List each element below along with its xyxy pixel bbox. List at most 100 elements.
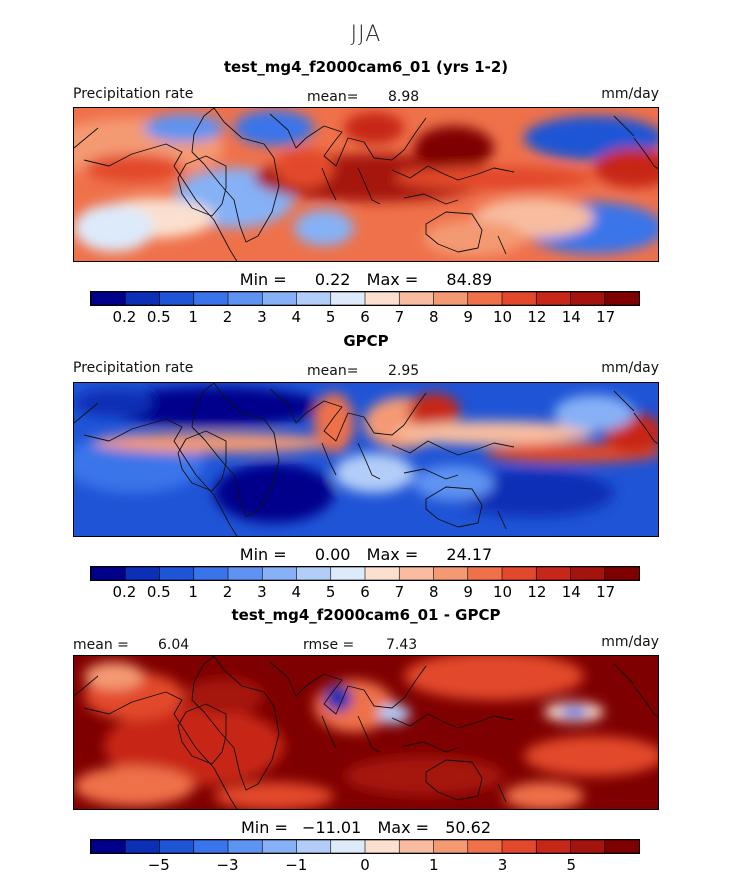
- panel-2-max-label: Max =: [366, 545, 419, 564]
- colorbar-tick-label: 5: [566, 856, 577, 874]
- colorbar-box: [261, 840, 298, 853]
- panel-3-min-max: Min = −11.01 Max = 50.62: [0, 818, 732, 837]
- colorbar-box: [159, 292, 195, 305]
- colorbar-box: [364, 840, 401, 853]
- colorbar-box: [535, 567, 572, 580]
- panel-2-min-max: Min = 0.00 Max = 24.17: [0, 545, 732, 564]
- colorbar-tick-label: 8: [428, 583, 439, 601]
- field-region: [314, 393, 354, 453]
- colorbar-box: [604, 567, 639, 580]
- field-region: [184, 678, 264, 714]
- precip-field: [74, 656, 658, 809]
- colorbar-tick-label: 12: [527, 583, 547, 601]
- colorbar-box: [467, 567, 503, 580]
- colorbar-tick-label: 6: [360, 583, 370, 601]
- panel-2-min-value: 0.00: [314, 545, 351, 564]
- panel-2-colorbar: [90, 566, 640, 581]
- panel-1-title: test_mg4_f2000cam6_01 (yrs 1-2): [223, 58, 509, 76]
- colorbar-box: [501, 567, 538, 580]
- panel-1-min-value: 0.22: [314, 270, 351, 289]
- panel-1-map: [73, 107, 659, 262]
- coastline: [497, 235, 507, 255]
- panel-1-colorbar: [90, 291, 640, 306]
- coastlines: [74, 656, 658, 809]
- coastline: [191, 108, 280, 243]
- panel-3-map: [73, 655, 659, 810]
- coastline: [83, 691, 238, 809]
- colorbar-box: [364, 292, 401, 305]
- coastline: [321, 715, 337, 749]
- field-region: [74, 204, 154, 252]
- field-region: [414, 126, 494, 170]
- field-region: [144, 114, 224, 142]
- field-region: [234, 110, 314, 146]
- season-title: JJA: [350, 22, 382, 47]
- colorbar-tick-label: 5: [325, 583, 336, 601]
- panel-3-colorbar: [90, 839, 640, 854]
- panel-2-variable-label: Precipitation rate: [73, 360, 194, 376]
- panel-3-mean-value: 6.04: [158, 637, 190, 653]
- colorbar-tick-label: 1: [428, 856, 439, 874]
- coastline: [425, 486, 483, 528]
- colorbar-tick-label: 12: [527, 308, 547, 326]
- panel-1-min-label: Min =: [239, 270, 287, 289]
- panel-2-units: mm/day: [601, 360, 659, 376]
- colorbar-tick-label: 0.5: [146, 308, 171, 326]
- colorbar-box: [227, 840, 264, 853]
- colorbar-tick-label: 8: [428, 308, 439, 326]
- coastlines: [74, 108, 658, 261]
- colorbar-box: [501, 840, 538, 853]
- coastline: [633, 412, 658, 445]
- panel-3-rmse-label: rmse =: [303, 637, 355, 653]
- coastline: [425, 211, 483, 253]
- panel-3-title: test_mg4_f2000cam6_01 - GPCP: [231, 606, 501, 624]
- panel-3-max-label: Max =: [377, 818, 430, 837]
- coastline: [191, 383, 280, 518]
- field-region: [324, 684, 352, 712]
- coastline: [357, 167, 381, 205]
- panel-1-max-value: 84.89: [446, 270, 493, 289]
- colorbar-tick-label: 9: [463, 308, 473, 326]
- coastline: [391, 713, 515, 729]
- colorbar-box: [91, 840, 127, 853]
- colorbar-tick-label: 5: [325, 308, 336, 326]
- panel-1-mean-label: mean=: [307, 89, 359, 105]
- panel-1-variable-label: Precipitation rate: [73, 86, 194, 102]
- colorbar-box: [330, 840, 366, 853]
- coastline: [633, 137, 658, 170]
- coastline: [177, 703, 227, 765]
- colorbar-box: [604, 292, 639, 305]
- coastline: [191, 656, 280, 791]
- panel-3-mean-label: mean =: [73, 637, 129, 653]
- coastline: [269, 661, 427, 715]
- colorbar-tick-label: −1: [285, 856, 308, 874]
- colorbar-box: [398, 567, 435, 580]
- field-region: [344, 756, 504, 796]
- field-region: [104, 387, 324, 427]
- colorbar-box: [124, 292, 161, 305]
- field-region: [344, 112, 404, 144]
- coastline: [269, 113, 427, 167]
- colorbar-box: [261, 567, 298, 580]
- field-region: [104, 706, 284, 786]
- field-region: [594, 148, 658, 188]
- colorbar-box: [91, 567, 127, 580]
- field-region: [560, 706, 588, 718]
- coastline: [83, 418, 238, 536]
- coastline: [403, 193, 459, 205]
- coastline: [177, 155, 227, 217]
- colorbar-tick-label: 7: [394, 583, 405, 601]
- colorbar-tick-label: −5: [147, 856, 170, 874]
- coastlines: [74, 383, 658, 536]
- colorbar-tick-label: 0.5: [146, 583, 171, 601]
- field-region: [74, 389, 154, 417]
- coastline: [321, 442, 337, 476]
- panel-1-mean-value: 8.98: [388, 89, 420, 105]
- precip-field: [74, 110, 658, 256]
- field-region: [454, 469, 614, 517]
- colorbar-tick-label: −3: [216, 856, 239, 874]
- colorbar-box: [570, 567, 606, 580]
- coastline: [357, 442, 381, 480]
- panel-2-max-value: 24.17: [446, 545, 493, 564]
- coastline: [403, 468, 459, 480]
